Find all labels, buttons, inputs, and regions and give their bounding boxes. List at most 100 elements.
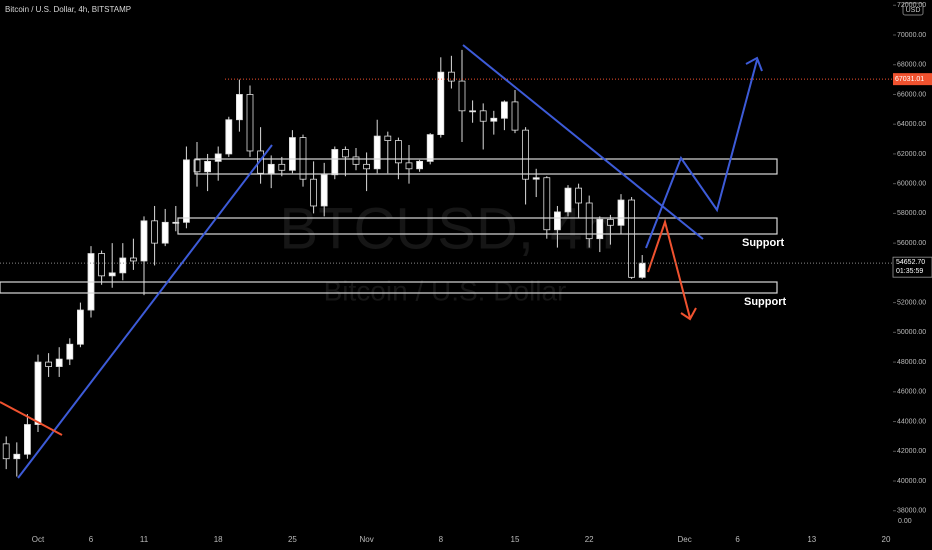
zone	[194, 158, 778, 175]
candle-body	[638, 262, 646, 278]
candle-body	[564, 187, 572, 213]
candle-body	[34, 361, 42, 425]
candle-body	[13, 453, 21, 460]
y-tick-label: 62000.00	[897, 151, 926, 158]
x-tick-label: 6	[735, 535, 740, 544]
candle-body	[532, 177, 540, 180]
candle-body	[373, 135, 381, 170]
candle-body	[617, 199, 625, 226]
candle-body	[585, 202, 593, 240]
candle-body	[182, 159, 190, 223]
trendline	[0, 401, 63, 436]
candle-body	[119, 257, 127, 274]
watermark-subtitle: Bitcoin / U.S. Dollar	[324, 275, 567, 306]
zone	[177, 217, 778, 235]
countdown: 01:35:59	[896, 268, 923, 275]
y-tick-label: 70000.00	[897, 32, 926, 39]
x-tick-label: 6	[89, 535, 94, 544]
candle-body	[628, 199, 635, 278]
y-tick-label: 68000.00	[897, 62, 926, 69]
candle-body	[108, 272, 116, 277]
candles	[2, 49, 646, 477]
candle-body	[554, 211, 561, 231]
candle-body	[384, 135, 392, 141]
candle-body	[458, 80, 466, 112]
x-tick-label: 25	[288, 535, 297, 544]
x-tick-label: 8	[439, 535, 444, 544]
y-tick-label: 64000.00	[897, 121, 926, 128]
last-price-label: 54652.70	[896, 259, 925, 266]
candle-body	[235, 94, 243, 121]
candle-body	[151, 220, 159, 244]
candle-body	[405, 162, 413, 170]
candle-body	[288, 137, 296, 171]
arrow-head	[745, 56, 763, 72]
candle-body	[331, 149, 339, 176]
candle-body	[161, 221, 169, 244]
x-tick-label: 22	[585, 535, 594, 544]
x-tick-label: 18	[214, 535, 223, 544]
y-tick-label: 42000.00	[897, 448, 926, 455]
candle-body	[278, 163, 286, 171]
candle-body	[500, 101, 508, 119]
watermark: BTCUSD, 4h	[279, 196, 614, 261]
y-tick-label: 50000.00	[897, 329, 926, 336]
candle-body	[437, 71, 445, 136]
candle-body	[140, 220, 148, 262]
candle-body	[320, 174, 328, 207]
drawings	[0, 44, 778, 479]
y-tick-label: 52000.00	[897, 299, 926, 306]
chart-title: Bitcoin / U.S. Dollar, 4h, BITSTAMP	[5, 5, 131, 14]
x-tick-label: 11	[140, 535, 149, 544]
y-tick-label: 72000.00	[897, 2, 926, 9]
candle-body	[66, 343, 74, 360]
candle-body	[575, 187, 582, 204]
y-tick-label: 58000.00	[897, 210, 926, 217]
candle-body	[394, 140, 402, 164]
y-tick-label: 48000.00	[897, 359, 926, 366]
trendline	[17, 144, 273, 479]
candle-body	[129, 257, 137, 262]
level-label-box	[893, 73, 932, 86]
candle-body	[77, 309, 84, 345]
candle-body	[341, 149, 349, 158]
candle-body	[511, 101, 519, 131]
x-tick-label: 13	[807, 535, 816, 544]
candle-body	[607, 218, 614, 226]
candle-body	[469, 110, 477, 113]
candle-body	[172, 221, 180, 224]
candle-body	[98, 253, 105, 277]
candle-body	[193, 159, 201, 173]
annotation: Support	[744, 296, 786, 308]
bottom-label: 0.00	[898, 518, 912, 525]
candle-body	[490, 117, 498, 122]
candle-body	[299, 137, 307, 180]
x-tick-label: Oct	[32, 535, 45, 544]
candle-body	[363, 163, 371, 170]
level-label: 67031.01	[895, 76, 924, 83]
y-tick-label: 46000.00	[897, 389, 926, 396]
candle-body	[447, 71, 455, 82]
candle-body	[45, 361, 52, 367]
candle-body	[352, 156, 360, 165]
y-tick-label: 38000.00	[897, 508, 926, 515]
candle-body	[426, 134, 434, 162]
zone	[0, 281, 778, 294]
candle-body	[2, 443, 10, 460]
currency-box[interactable]	[902, 2, 924, 16]
candle-body	[225, 119, 233, 155]
candle-body	[257, 150, 265, 174]
projection-arrow	[647, 218, 691, 319]
last-price-box	[892, 256, 932, 278]
annotation: Support	[742, 237, 784, 249]
candle-body	[522, 129, 529, 180]
y-tick-label: 44000.00	[897, 418, 926, 425]
y-tick-label: 66000.00	[897, 91, 926, 98]
arrow-head	[680, 307, 697, 321]
projection-arrow	[645, 59, 758, 249]
y-tick-label: 56000.00	[897, 240, 926, 247]
candle-body	[479, 110, 487, 122]
x-tick-label: 20	[882, 535, 891, 544]
